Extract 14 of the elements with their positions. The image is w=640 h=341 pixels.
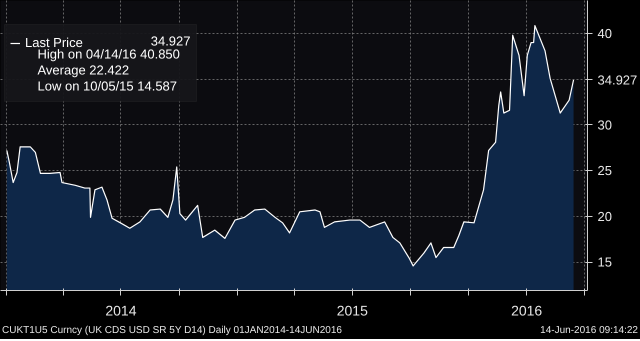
x-tick-label: 2014 — [105, 302, 137, 318]
text: CUKT1U5 Curncy (UK CDS USD SR 5Y D14) Daily 01JAN2014-14JUN2016 — [2, 324, 342, 338]
y-tick-label: 40 — [598, 26, 612, 41]
y-tick-label: 20 — [598, 208, 612, 224]
y-tick-label: 15 — [598, 254, 612, 270]
x-tick-label: 2015 — [336, 302, 368, 318]
annotation: Average 22.422 — [38, 62, 130, 78]
text: 14-Jun-2016 09:14:22 — [540, 324, 638, 338]
x-tick-label: 2016 — [511, 302, 542, 318]
annotation: 34.927 — [150, 34, 191, 48]
text: 34.927 — [598, 72, 638, 88]
y-tick-label: 30 — [598, 117, 612, 132]
y-tick-label: 25 — [598, 163, 612, 178]
annotation: Low on 10/05/15 14.587 — [38, 78, 178, 94]
